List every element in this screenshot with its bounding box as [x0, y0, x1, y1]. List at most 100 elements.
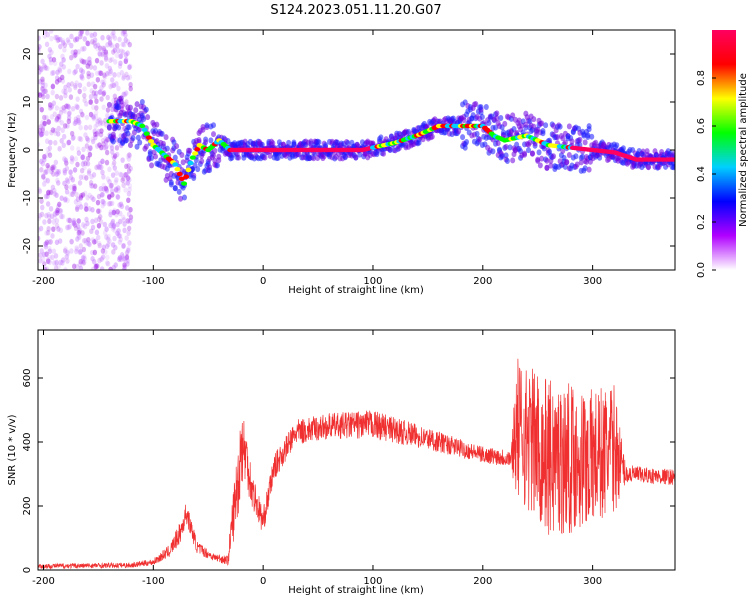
spectrogram-halo [499, 153, 505, 160]
spectrogram-speckle [101, 174, 106, 180]
spectrogram-speckle [64, 160, 69, 166]
spectrogram-speckle [72, 167, 78, 173]
spectrogram-speckle [38, 127, 43, 134]
spectrogram-speckle [42, 120, 48, 127]
spectrogram-ytick-label: 20 [22, 48, 33, 61]
spectrogram-speckle [99, 84, 104, 91]
spectrogram-speckle [61, 105, 66, 111]
spectrogram-halo [199, 158, 205, 165]
spectrogram-speckle [105, 176, 111, 182]
spectrogram-speckle [64, 103, 69, 109]
spectrogram-speckle [110, 226, 116, 232]
spectrogram-speckle [97, 164, 102, 171]
spectrogram-speckle [112, 93, 118, 100]
spectrogram-speckle [95, 199, 101, 206]
spectrogram-speckle [127, 64, 132, 71]
spectrogram-speckle [109, 31, 115, 38]
spectrogram-speckle [111, 264, 116, 270]
spectrogram-speckle [38, 43, 42, 50]
spectrogram-speckle [98, 144, 104, 151]
spectrogram-speckle [101, 82, 106, 88]
spectrogram-speckle [125, 261, 130, 267]
spectrogram-halo [174, 143, 180, 150]
spectrogram-speckle [118, 201, 124, 208]
spectrogram-speckle [101, 141, 106, 147]
spectrogram-halo [566, 152, 572, 159]
spectrogram-speckle [92, 65, 98, 71]
spectrogram-halo [345, 140, 351, 147]
spectrogram-speckle [58, 109, 64, 116]
spectrogram-speckle [50, 254, 55, 261]
spectrogram-speckle [69, 248, 74, 254]
spectrogram-speckle [94, 131, 100, 137]
spectrogram-speckle [126, 168, 132, 174]
spectrogram-speckle [58, 259, 63, 266]
spectrogram-speckle [103, 135, 108, 142]
spectrogram-halo [551, 153, 557, 160]
spectrogram-halo [498, 114, 504, 121]
snr-panel: -200 -100 0 100 200 300 0 200 400 600 Height of s… [7, 329, 676, 596]
spectrogram-speckle [103, 56, 109, 63]
spectrogram-speckle [112, 72, 117, 78]
spectrogram-speckle [125, 205, 130, 211]
spectrogram-speckle [92, 40, 97, 46]
spectrogram-halo [503, 143, 509, 150]
spectrogram-speckle [98, 214, 103, 220]
spectrogram-speckle [52, 187, 57, 194]
spectrogram-speckle [58, 43, 63, 50]
spectrogram-speckle [120, 254, 126, 260]
spectrogram-speckle [120, 177, 125, 184]
spectrogram-speckle [108, 211, 113, 218]
spectrogram-speckle [88, 99, 94, 105]
spectrogram-speckle [78, 57, 84, 64]
spectrogram-speckle [92, 128, 97, 135]
snr-xtick-label: 300 [583, 576, 602, 587]
spectrogram-halo [416, 139, 422, 146]
spectrogram-speckle [80, 46, 85, 52]
spectrogram-halo [126, 124, 132, 131]
colorbar-tick-label: 0.0 [696, 262, 707, 278]
spectrogram-speckle [49, 213, 55, 220]
spectrogram-speckle [96, 163, 101, 170]
spectrogram-halo [510, 112, 516, 119]
spectrogram-speckle [79, 30, 84, 35]
spectrogram-speckle [108, 41, 113, 48]
spectrogram-speckle [49, 189, 54, 196]
spectrogram-speckle [62, 169, 68, 176]
spectrogram-speckle [43, 241, 48, 247]
spectrogram-halo [378, 134, 384, 141]
spectrogram-halo [106, 101, 112, 108]
spectrogram-speckle [95, 131, 101, 137]
spectrogram-speckle [97, 89, 103, 96]
spectrogram-speckle [39, 131, 44, 138]
spectrogram-speckle [77, 82, 83, 89]
spectrogram-speckle [56, 168, 62, 175]
spectrogram-halo [560, 135, 566, 142]
spectrogram-speckle [101, 90, 107, 96]
spectrogram-halo [562, 163, 568, 170]
spectrogram-speckle [121, 267, 127, 270]
spectrogram-speckle [47, 218, 52, 225]
spectrogram-speckle [66, 39, 71, 46]
spectrogram-speckle [84, 216, 89, 223]
spectrogram-speckle [126, 197, 131, 204]
spectrogram-speckle [63, 267, 68, 270]
spectrogram-speckle [38, 215, 42, 222]
spectrogram-speckle [66, 115, 72, 121]
spectrogram-speckle [76, 232, 81, 239]
spectrogram-speckle [86, 60, 92, 67]
spectrogram-speckle [74, 248, 79, 255]
spectrogram-speckle [117, 202, 122, 208]
spectrogram-speckle [50, 233, 55, 239]
colorbar-tick-label: 0.2 [696, 214, 707, 230]
spectrogram-speckle [113, 59, 118, 65]
spectrogram-speckle [73, 84, 78, 91]
spectrogram-speckle [83, 202, 89, 208]
spectrogram-speckle [45, 201, 51, 207]
spectrogram-speckle [76, 48, 81, 55]
spectrogram-halo [516, 117, 522, 124]
spectrogram-speckle [103, 51, 108, 58]
spectrogram-speckle [54, 117, 59, 123]
spectrogram-speckle [105, 94, 110, 101]
